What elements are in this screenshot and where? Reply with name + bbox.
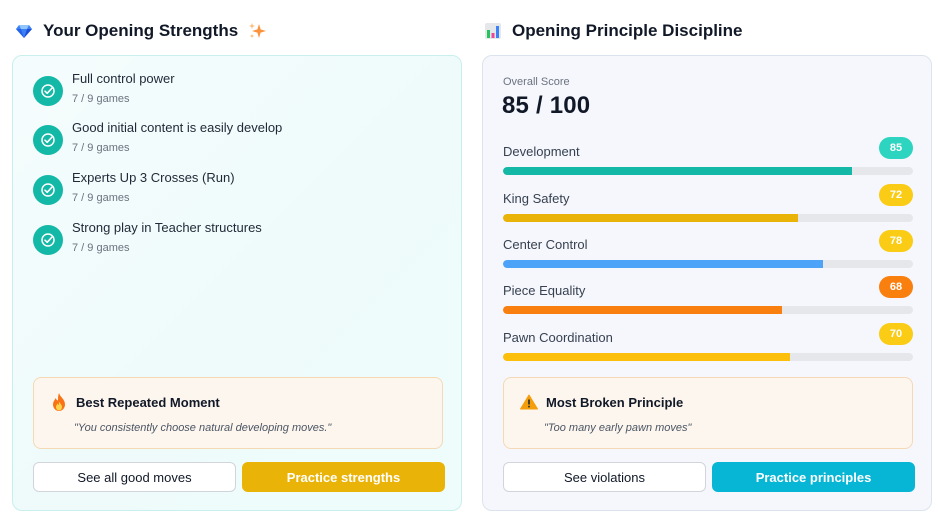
metric-label: King Safety [503,191,570,206]
most-broken-callout: Most Broken Principle "Too many early pa… [503,377,913,449]
strengths-title: Your Opening Strengths [43,21,239,40]
fire-icon [50,393,68,411]
metric-center-control: Center Control 78 [503,230,913,276]
progress-track [503,214,913,222]
discipline-title: Opening Principle Discipline [512,21,743,40]
strength-title: Strong play in Teacher structures [72,220,262,235]
callout-quote: "You consistently choose natural develop… [74,422,332,434]
strength-item: Full control power 7 / 9 games [33,70,175,107]
best-moment-callout: Best Repeated Moment "You consistently c… [33,377,443,449]
metric-label: Development [503,144,580,159]
gem-icon [15,22,33,40]
progress-fill [503,353,790,361]
strength-item: Experts Up 3 Crosses (Run) 7 / 9 games [33,169,235,206]
discipline-card: Overall Score 85 / 100 Development 85 Ki… [482,55,932,511]
progress-fill [503,214,799,222]
sparkles-icon [248,22,267,40]
overall-score-value: 85 / 100 [502,92,591,119]
metric-score-badge: 68 [879,276,913,298]
strengths-heading: Your Opening Strengths [15,20,267,42]
strength-count: 7 / 9 games [72,142,130,154]
metric-pawn-coordination: Pawn Coordination 70 [503,323,913,369]
strength-count: 7 / 9 games [72,192,130,204]
warning-icon [520,393,538,411]
overall-score-label: Overall Score [503,76,570,88]
see-violations-button[interactable]: See violations [503,462,706,492]
strength-item: Good initial content is easily develop 7… [33,119,282,156]
check-circle-icon [33,76,63,106]
progress-track [503,306,913,314]
metric-label: Piece Equality [503,283,586,298]
bar-chart-icon [484,22,502,40]
metric-label: Pawn Coordination [503,330,613,345]
strength-count: 7 / 9 games [72,93,130,105]
strength-title: Full control power [72,71,175,86]
see-all-good-moves-button[interactable]: See all good moves [33,462,236,492]
strength-title: Experts Up 3 Crosses (Run) [72,170,235,185]
metric-king-safety: King Safety 72 [503,184,913,230]
progress-track [503,260,913,268]
metric-score-badge: 85 [879,137,913,159]
progress-fill [503,260,823,268]
progress-track [503,353,913,361]
progress-track [503,167,913,175]
metric-score-badge: 78 [879,230,913,252]
callout-title: Most Broken Principle [546,394,684,410]
discipline-heading: Opening Principle Discipline [484,20,743,42]
check-circle-icon [33,225,63,255]
strength-item: Strong play in Teacher structures 7 / 9 … [33,219,262,256]
metric-label: Center Control [503,237,588,252]
practice-strengths-button[interactable]: Practice strengths [242,462,445,492]
metric-score-badge: 70 [879,323,913,345]
strength-title: Good initial content is easily develop [72,120,283,135]
metric-development: Development 85 [503,137,913,183]
check-circle-icon [33,125,63,155]
strengths-card: Full control power 7 / 9 games Good init… [12,55,462,511]
progress-fill [503,167,852,175]
metric-piece-equality: Piece Equality 68 [503,276,913,322]
strength-count: 7 / 9 games [72,242,130,254]
callout-title: Best Repeated Moment [76,394,220,410]
callout-quote: "Too many early pawn moves" [544,422,692,434]
check-circle-icon [33,175,63,205]
progress-fill [503,306,782,314]
practice-principles-button[interactable]: Practice principles [712,462,915,492]
metric-score-badge: 72 [879,184,913,206]
